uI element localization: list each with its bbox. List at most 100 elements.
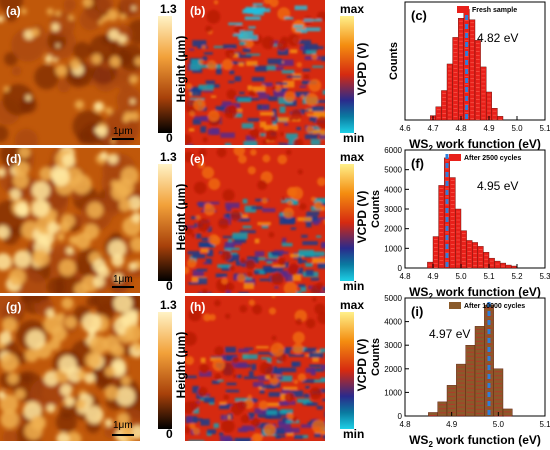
histogram-bar [499,262,506,269]
y-tick-label: 1000 [384,388,402,397]
y-tick-label: 3000 [384,205,402,214]
height-min-label: 0 [166,279,173,293]
histogram-bar [452,37,459,121]
legend-label: After 10000 cycles [464,303,525,310]
x-axis-title: WS2 work function (eV) [409,285,541,301]
histogram-bar [456,363,466,417]
height-max-label: 1.3 [160,2,177,16]
legend-swatch [449,154,461,161]
height-min-label: 0 [166,131,173,145]
histogram-bar [502,408,513,417]
afm-height-image [0,148,140,293]
panel-label: (c) [411,8,427,23]
histogram-bar [511,265,518,269]
cpd-min-label: min [343,427,365,441]
legend-swatch [449,302,461,309]
height-colorbar [158,312,172,429]
histogram-bar [474,40,481,121]
height-max-label: 1.3 [160,298,177,312]
panel-label: (i) [411,304,423,319]
histogram-bar [505,264,512,269]
cpd-min-label: min [343,279,365,293]
panel-label-b: (b) [190,4,206,18]
histogram-bar [480,66,487,121]
x-tick-label: 4.8 [399,272,411,281]
x-tick-label: 5.0 [493,420,505,429]
legend-label: After 2500 cycles [464,155,521,162]
x-axis-title: WS2 work function (eV) [409,137,541,153]
y-tick-label: 4000 [384,318,402,327]
height-axis-title: Height (μm) [174,183,188,251]
cpd-colorbar [340,164,354,281]
histogram-bar [466,240,473,269]
image-panels [0,0,354,441]
x-tick-label: 4.8 [455,124,467,133]
x-tick-label: 5.1 [539,420,550,429]
y-tick-label: 5000 [384,294,402,303]
height-colorbar [158,164,172,281]
histogram-chart: 4.8 4.9 5.0 5.1 0 1000 2000 3000 4000 5000 Counts W… [370,294,550,449]
panel-label-e: (e) [190,152,205,166]
height-axis-title: Height (μm) [174,331,188,399]
scale-bar-label: 1μm [113,274,133,285]
histogram-bar [449,177,456,269]
y-tick-label: 2000 [384,225,402,234]
histogram-bar [474,326,485,417]
x-tick-label: 5.3 [539,272,550,281]
peak-annotation: 4.97 eV [429,327,470,341]
legend-label: Fresh sample [472,7,517,14]
y-tick-label: 0 [398,264,403,273]
histogram-chart: 4.6 4.7 4.8 4.9 5.0 5.1 Counts WS2 work functio… [388,1,550,153]
histogram-bar [455,208,462,269]
peak-annotation: 4.95 eV [477,179,518,193]
histogram-bar [494,260,501,269]
kpfm-cpd-image [185,148,325,293]
kpfm-cpd-image [185,0,325,145]
y-tick-label: 6000 [384,146,402,155]
histogram-bar [471,242,478,269]
afm-height-image [0,0,140,145]
histogram-charts: 4.6 4.7 4.8 4.9 5.0 5.1 Counts WS2 work functio… [370,1,550,449]
cpd-max-label: max [340,298,365,312]
histogram-bar [438,185,445,269]
y-tick-label: 4000 [384,185,402,194]
peak-annotation: 4.82 eV [477,31,518,45]
panel-label-h: (h) [190,300,206,314]
scale-bar-label: 1μm [113,420,133,431]
x-tick-label: 5.1 [539,124,550,133]
x-tick-label: 5.0 [455,272,467,281]
y-tick-label: 0 [398,412,403,421]
panel-label-d: (d) [6,152,22,166]
y-tick-label: 2000 [384,365,402,374]
y-tick-label: 1000 [384,244,402,253]
panel-label: (f) [411,156,424,171]
x-tick-label: 4.8 [399,420,411,429]
histogram-bar [491,107,498,121]
histogram-bar [488,257,495,269]
y-axis-title: Counts [370,190,382,228]
x-tick-label: 4.9 [427,272,439,281]
height-min-label: 0 [166,427,173,441]
cpd-colorbar [340,16,354,133]
panel-label-g: (g) [6,300,22,314]
x-tick-label: 4.7 [427,124,439,133]
y-axis-title: Counts [388,42,400,80]
x-tick-label: 4.6 [399,124,411,133]
y-tick-label: 5000 [384,166,402,175]
kpfm-cpd-image [185,296,325,441]
x-tick-label: 4.9 [483,124,495,133]
scale-bar-label: 1μm [113,126,133,137]
height-axis-title: Height (μm) [174,35,188,103]
histogram-chart: 4.8 4.9 5.0 5.1 5.2 5.3 0 1000 2000 3000 4000 5000 6… [370,146,550,301]
height-colorbar [158,16,172,133]
legend-swatch [457,6,469,13]
cpd-max-label: max [340,2,365,16]
x-tick-label: 4.9 [446,420,458,429]
x-tick-label: 5.0 [511,124,523,133]
cpd-max-label: max [340,150,365,164]
afm-height-image [0,296,140,441]
cpd-colorbar [340,312,354,429]
histogram-bar [483,252,490,269]
panel-label-a: (a) [6,4,21,18]
